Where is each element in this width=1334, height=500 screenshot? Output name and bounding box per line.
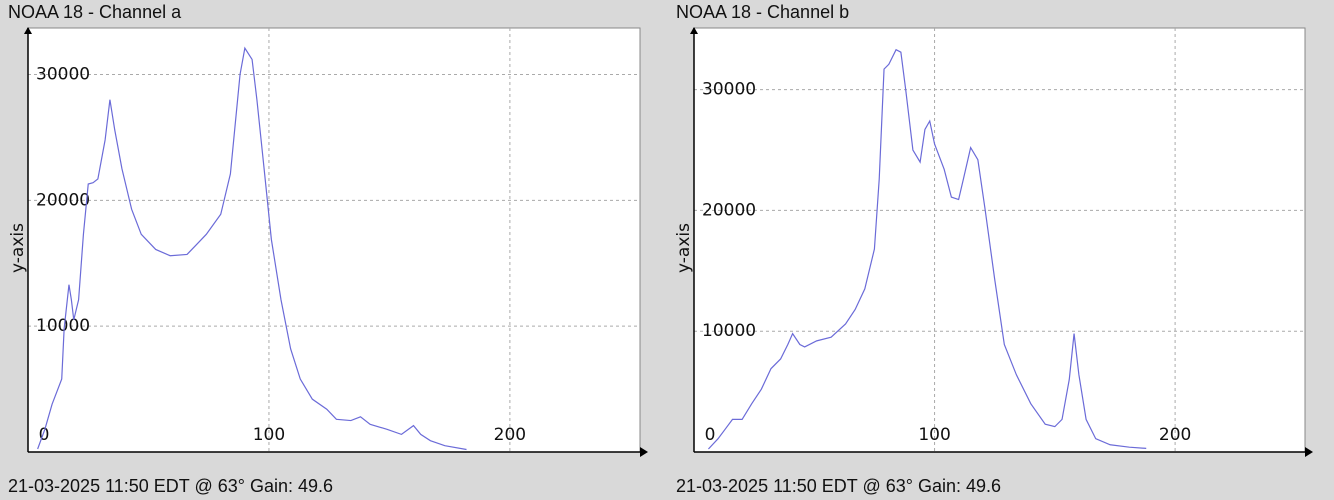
y-tick-label: 20000 (702, 200, 756, 220)
chart-title: NOAA 18 - Channel b (676, 2, 849, 22)
x-tick-label: 200 (494, 425, 526, 445)
x-tick-label: 100 (253, 425, 285, 445)
x-tick-label: 0 (705, 425, 716, 445)
plot-area (693, 27, 1306, 453)
x-arrow (640, 447, 648, 457)
y-tick-label: 10000 (702, 321, 756, 341)
data-line (707, 48, 1147, 450)
y-arrow (690, 27, 698, 34)
x-arrow (1305, 447, 1313, 457)
y-tick-label: 10000 (36, 316, 90, 336)
x-tick-label: 0 (39, 425, 50, 445)
data-line (37, 46, 467, 451)
caption: 21-03-2025 11:50 EDT @ 63° Gain: 49.6 (8, 476, 333, 496)
y-axis-label: y-axis (674, 223, 694, 273)
caption: 21-03-2025 11:50 EDT @ 63° Gain: 49.6 (676, 476, 1001, 496)
x-tick-label: 200 (1159, 425, 1191, 445)
y-tick-label: 20000 (36, 190, 90, 210)
y-tick-label: 30000 (702, 80, 756, 100)
y-arrow (24, 27, 32, 34)
chart-title: NOAA 18 - Channel a (8, 2, 182, 22)
plot-area (27, 27, 641, 453)
y-axis-label: y-axis (8, 223, 28, 273)
y-tick-label: 30000 (36, 65, 90, 85)
x-tick-label: 100 (918, 425, 950, 445)
